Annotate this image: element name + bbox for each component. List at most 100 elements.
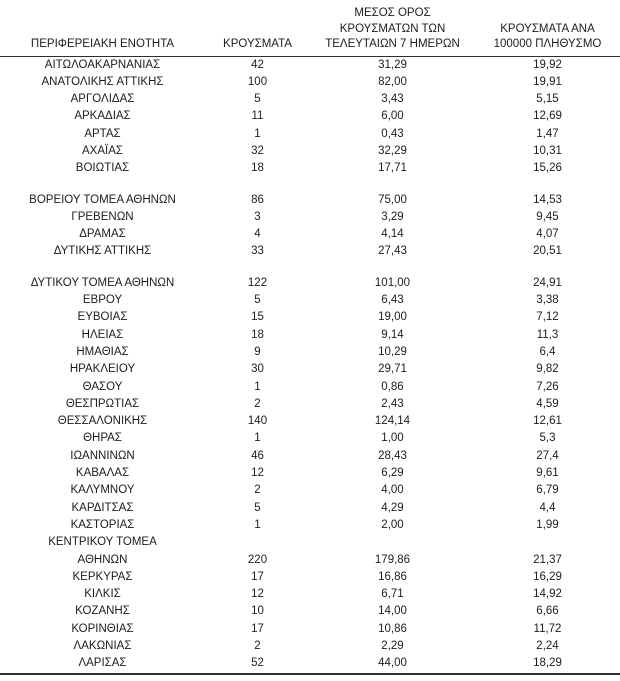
table-row: ΒΟΡΕΙΟΥ ΤΟΜΕΑ ΑΘΗΝΩΝ 86 75,00 14,53 <box>0 192 620 209</box>
avg7-cell: 19,00 <box>378 311 407 324</box>
table-row: ΚΕΝΤΡΙΚΟΥ ΤΟΜΕΑ ΑΘΗΝΩΝ 220 179,86 21,37 <box>0 534 620 569</box>
region-name: ΔΥΤΙΚΟΥ ΤΟΜΕΑ ΑΘΗΝΩΝ <box>30 276 175 289</box>
table-row: ΙΩΑΝΝΙΝΩΝ 46 28,43 27,4 <box>0 448 620 465</box>
table-row: ΗΛΕΙΑΣ 18 9,14 11,3 <box>0 327 620 344</box>
avg7-cell: 2,43 <box>381 397 404 410</box>
region-name-cell: ΑΙΤΩΛΟΑΚΑΡΝΑΝΙΑΣ <box>0 56 205 74</box>
table-row: ΚΑΡΔΙΤΣΑΣ 5 4,29 4,4 <box>0 500 620 517</box>
avg7-cell: 6,00 <box>381 110 404 123</box>
cases-cell: 15 <box>251 311 264 324</box>
cases-cell: 42 <box>251 58 264 71</box>
region-name-line2: ΑΘΗΝΩΝ <box>77 553 128 566</box>
region-name-cell: ΚΑΛΥΜΝΟΥ <box>0 482 205 499</box>
per100k-cell: 1,99 <box>536 518 559 531</box>
region-name-cell: ΔΡΑΜΑΣ <box>0 226 205 243</box>
per100k-cell: 14,92 <box>533 588 562 601</box>
region-name-cell: ΑΝΑΤΟΛΙΚΗΣ ΑΤΤΙΚΗΣ <box>0 74 205 91</box>
region-name: ΚΑΛΥΜΝΟΥ <box>70 484 135 497</box>
avg7-cell: 6,29 <box>381 467 404 480</box>
table-row: ΕΒΡΟΥ 5 6,43 3,38 <box>0 292 620 309</box>
avg7-cell: 4,00 <box>381 484 404 497</box>
cases-cell: 10 <box>251 605 264 618</box>
col-header-cases-per-100k: ΚΡΟΥΣΜΑΤΑ ΑΝΑ 100000 ΠΛΗΘΥΣΜΟ <box>475 0 620 57</box>
region-name: ΚΕΡΚΥΡΑΣ <box>72 570 133 583</box>
per100k-cell: 5,3 <box>539 432 556 445</box>
per100k-cell: 9,82 <box>536 363 559 376</box>
header-line: ΤΕΛΕΥΤΑΙΩΝ 7 ΗΜΕΡΩΝ <box>325 38 460 50</box>
cases-cell: 46 <box>251 449 264 462</box>
avg7-cell: 16,86 <box>378 570 407 583</box>
region-name: ΘΗΡΑΣ <box>83 432 122 445</box>
avg7-cell: 4,14 <box>381 228 404 241</box>
region-name: ΚΕΝΤΡΙΚΟΥ ΤΟΜΕΑ <box>48 536 157 549</box>
region-name: ΗΡΑΚΛΕΙΟΥ <box>69 363 136 376</box>
table-row: ΑΡΚΑΔΙΑΣ 11 6,00 12,69 <box>0 108 620 125</box>
table-row: ΗΜΑΘΙΑΣ 9 10,29 6,4 <box>0 344 620 361</box>
table-row: ΑΙΤΩΛΟΑΚΑΡΝΑΝΙΑΣ 42 31,29 19,92 <box>0 56 620 74</box>
region-name: ΚΑΣΤΟΡΙΑΣ <box>70 518 135 531</box>
region-name-cell: ΚΑΡΔΙΤΣΑΣ <box>0 500 205 517</box>
table-row: ΛΑΚΩΝΙΑΣ 2 2,29 2,24 <box>0 638 620 655</box>
table-row: ΑΧΑΪΑΣ 32 32,29 10,31 <box>0 143 620 160</box>
table-row: ΓΡΕΒΕΝΩΝ 3 3,29 9,45 <box>0 209 620 226</box>
table-row: ΑΡΤΑΣ 1 0,43 1,47 <box>0 126 620 143</box>
cases-cell: 52 <box>205 655 310 675</box>
cases-table-body: ΑΙΤΩΛΟΑΚΑΡΝΑΝΙΑΣ 42 31,29 19,92 ΑΝΑΤΟΛΙΚ… <box>0 56 620 675</box>
region-name-cell: ΑΧΑΪΑΣ <box>0 143 205 160</box>
per100k-cell: 24,91 <box>533 276 562 289</box>
region-name-cell: ΗΛΕΙΑΣ <box>0 327 205 344</box>
avg7-cell: 6,71 <box>381 588 404 601</box>
avg7-cell: 101,00 <box>374 276 411 289</box>
avg7-cell: 32,29 <box>378 144 407 157</box>
region-name: ΓΡΕΒΕΝΩΝ <box>71 210 134 223</box>
cases-cell: 12 <box>251 467 264 480</box>
avg7-cell: 82,00 <box>378 75 407 88</box>
per100k-cell: 9,45 <box>536 210 559 223</box>
region-name: ΘΑΣΟΥ <box>82 380 123 393</box>
cases-cell: 5 <box>254 93 261 106</box>
table-row: ΑΝΑΤΟΛΙΚΗΣ ΑΤΤΙΚΗΣ 100 82,00 19,91 <box>0 74 620 91</box>
per100k-cell: 3,38 <box>536 294 559 307</box>
per100k-cell: 7,12 <box>536 311 559 324</box>
col-header-7day-average: ΜΕΣΟΣ ΟΡΟΣ ΚΡΟΥΣΜΑΤΩΝ ΤΩΝ ΤΕΛΕΥΤΑΙΩΝ 7 Η… <box>310 0 475 57</box>
per100k-cell: 6,79 <box>536 484 559 497</box>
cases-cell: 5 <box>254 501 261 514</box>
avg7-cell: 44,00 <box>310 655 475 675</box>
region-name-cell: ΗΡΑΚΛΕΙΟΥ <box>0 361 205 378</box>
per100k-cell: 16,29 <box>533 570 562 583</box>
region-name: ΚΙΛΚΙΣ <box>84 588 121 601</box>
header-line: ΜΕΣΟΣ ΟΡΟΣ <box>354 7 431 19</box>
region-name: ΒΟΡΕΙΟΥ ΤΟΜΕΑ ΑΘΗΝΩΝ <box>29 193 176 206</box>
avg7-cell: 10,86 <box>378 622 407 635</box>
region-name: ΑΡΚΑΔΙΑΣ <box>74 110 131 123</box>
cases-cell: 1 <box>254 518 261 531</box>
per100k-cell: 21,37 <box>533 553 562 566</box>
cases-cell: 2 <box>254 397 261 410</box>
region-name: ΒΟΙΩΤΙΑΣ <box>75 162 130 175</box>
avg7-cell: 75,00 <box>378 193 407 206</box>
region-name: ΑΡΤΑΣ <box>84 127 121 140</box>
region-name-cell: ΚΑΣΤΟΡΙΑΣ <box>0 517 205 534</box>
region-name-cell: ΚΕΡΚΥΡΑΣ <box>0 569 205 586</box>
table-row: ΚΑΒΑΛΑΣ 12 6,29 9,61 <box>0 465 620 482</box>
region-name-cell: ΚΙΛΚΙΣ <box>0 586 205 603</box>
region-name-cell: ΓΡΕΒΕΝΩΝ <box>0 209 205 226</box>
cases-cell: 18 <box>251 162 264 175</box>
cases-cell: 12 <box>251 588 264 601</box>
avg7-cell: 0,43 <box>381 127 404 140</box>
table-row: ΚΑΣΤΟΡΙΑΣ 1 2,00 1,99 <box>0 517 620 534</box>
table-row: ΚΕΡΚΥΡΑΣ 17 16,86 16,29 <box>0 569 620 586</box>
cases-cell: 5 <box>254 294 261 307</box>
avg7-cell: 2,00 <box>381 518 404 531</box>
cases-cell: 9 <box>254 345 261 358</box>
region-name-cell: ΑΡΓΟΛΙΔΑΣ <box>0 91 205 108</box>
per100k-cell: 4,07 <box>536 228 559 241</box>
region-name: ΚΟΖΑΝΗΣ <box>75 605 130 618</box>
table-row: ΔΡΑΜΑΣ 4 4,14 4,07 <box>0 226 620 243</box>
per100k-cell: 4,59 <box>536 397 559 410</box>
region-name: ΛΑΚΩΝΙΑΣ <box>73 640 132 652</box>
table-row: ΕΥΒΟΙΑΣ 15 19,00 7,12 <box>0 309 620 326</box>
header-line: ΚΡΟΥΣΜΑΤΑ ΑΝΑ <box>500 22 595 35</box>
region-name-cell: ΒΟΡΕΙΟΥ ΤΟΜΕΑ ΑΘΗΝΩΝ <box>0 192 205 209</box>
